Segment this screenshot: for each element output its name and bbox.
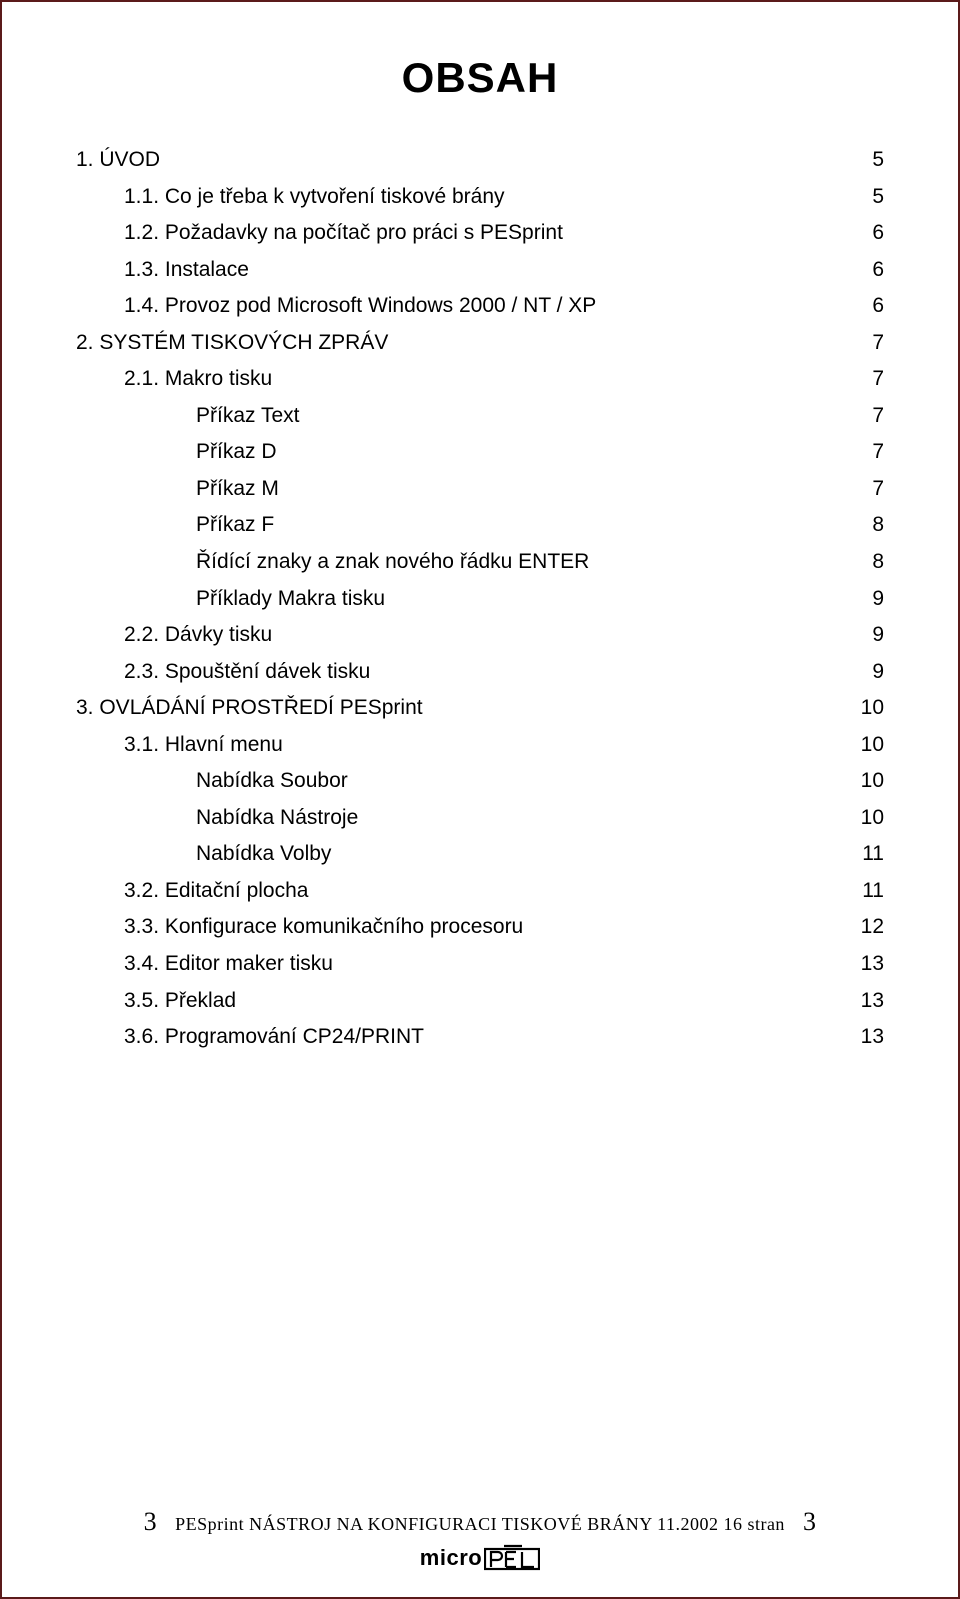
footer-page-right: 3	[803, 1507, 817, 1537]
toc-label: 1. ÚVOD	[76, 144, 160, 177]
toc-label: Nabídka Soubor	[76, 765, 348, 798]
toc-row: 2.2. Dávky tisku 9	[76, 617, 884, 654]
page-title: OBSAH	[76, 54, 884, 102]
toc-page: 7	[834, 400, 884, 433]
toc-page: 7	[834, 327, 884, 360]
document-page: OBSAH 1. ÚVOD 5 1.1. Co je třeba k vytvoře…	[0, 0, 960, 1599]
toc-label: Příkaz M	[76, 473, 279, 506]
toc-row: 1.3. Instalace 6	[76, 252, 884, 289]
toc-label: 2.3. Spouštění dávek tisku	[76, 656, 370, 689]
page-footer: 3 PESprint NÁSTROJ NA KONFIGURACI TISKOV…	[2, 1507, 958, 1571]
toc-row: 2. SYSTÉM TISKOVÝCH ZPRÁV 7	[76, 325, 884, 362]
toc-row: Příkaz D 7	[76, 434, 884, 471]
toc-page: 13	[834, 985, 884, 1018]
toc-page: 10	[834, 729, 884, 762]
toc-row: 2.1. Makro tisku 7	[76, 361, 884, 398]
toc-row: Příkaz F 8	[76, 507, 884, 544]
toc-row: 3.4. Editor maker tisku 13	[76, 946, 884, 983]
toc-page: 7	[834, 436, 884, 469]
toc-label: Příklady Makra tisku	[76, 583, 385, 616]
toc-label: Nabídka Volby	[76, 838, 331, 871]
toc-label: 1.2. Požadavky na počítač pro práci s PE…	[76, 217, 563, 250]
toc-page: 11	[834, 875, 884, 908]
toc-row: 1. ÚVOD 5	[76, 142, 884, 179]
toc-page: 7	[834, 473, 884, 506]
toc-row: 3.2. Editační plocha 11	[76, 873, 884, 910]
toc-row: 3.6. Programování CP24/PRINT 13	[76, 1019, 884, 1056]
toc-label: Příkaz D	[76, 436, 277, 469]
toc-page: 7	[834, 363, 884, 396]
toc-label: 2.2. Dávky tisku	[76, 619, 272, 652]
toc-page: 6	[834, 217, 884, 250]
toc-page: 11	[834, 838, 884, 871]
toc-row: 1.1. Co je třeba k vytvoření tiskové brá…	[76, 179, 884, 216]
toc-row: Příkaz Text 7	[76, 398, 884, 435]
toc-page: 13	[834, 948, 884, 981]
toc-page: 9	[834, 619, 884, 652]
toc-page: 9	[834, 583, 884, 616]
toc-page: 13	[834, 1021, 884, 1054]
toc-page: 5	[834, 181, 884, 214]
toc-label: 1.4. Provoz pod Microsoft Windows 2000 /…	[76, 290, 596, 323]
toc-row: Nabídka Volby 11	[76, 836, 884, 873]
logo-text: micro	[420, 1545, 482, 1571]
toc-row: Příklady Makra tisku 9	[76, 581, 884, 618]
toc-row: 1.2. Požadavky na počítač pro práci s PE…	[76, 215, 884, 252]
footer-line: 3 PESprint NÁSTROJ NA KONFIGURACI TISKOV…	[2, 1507, 958, 1537]
toc-row: 3.3. Konfigurace komunikačního procesoru…	[76, 909, 884, 946]
toc-page: 10	[834, 802, 884, 835]
toc-page: 6	[834, 254, 884, 287]
table-of-contents: 1. ÚVOD 5 1.1. Co je třeba k vytvoření tis…	[76, 142, 884, 1056]
toc-page: 10	[834, 765, 884, 798]
toc-row: 3.1. Hlavní menu 10	[76, 727, 884, 764]
toc-row: Řídící znaky a znak nového řádku ENTER 8	[76, 544, 884, 581]
logo-glyph-icon	[484, 1543, 540, 1571]
toc-label: 1.1. Co je třeba k vytvoření tiskové brá…	[76, 181, 505, 214]
toc-row: 3. OVLÁDÁNÍ PROSTŘEDÍ PESprint 10	[76, 690, 884, 727]
toc-label: 3.4. Editor maker tisku	[76, 948, 333, 981]
toc-row: 2.3. Spouštění dávek tisku 9	[76, 654, 884, 691]
toc-page: 6	[834, 290, 884, 323]
toc-label: Řídící znaky a znak nového řádku ENTER	[76, 546, 589, 579]
toc-row: Nabídka Soubor 10	[76, 763, 884, 800]
toc-page: 9	[834, 656, 884, 689]
toc-row: 3.5. Překlad 13	[76, 983, 884, 1020]
toc-page: 5	[834, 144, 884, 177]
toc-label: 3. OVLÁDÁNÍ PROSTŘEDÍ PESprint	[76, 692, 423, 725]
toc-label: Příkaz Text	[76, 400, 299, 433]
toc-page: 8	[834, 509, 884, 542]
toc-label: 3.2. Editační plocha	[76, 875, 308, 908]
toc-label: 3.1. Hlavní menu	[76, 729, 283, 762]
toc-page: 10	[834, 692, 884, 725]
toc-row: Příkaz M 7	[76, 471, 884, 508]
toc-page: 8	[834, 546, 884, 579]
toc-label: 2.1. Makro tisku	[76, 363, 272, 396]
toc-label: 3.6. Programování CP24/PRINT	[76, 1021, 424, 1054]
toc-label: Nabídka Nástroje	[76, 802, 358, 835]
footer-logo: micro	[420, 1543, 540, 1571]
toc-label: 1.3. Instalace	[76, 254, 249, 287]
toc-row: 1.4. Provoz pod Microsoft Windows 2000 /…	[76, 288, 884, 325]
toc-page: 12	[834, 911, 884, 944]
toc-label: 3.5. Překlad	[76, 985, 236, 1018]
footer-page-left: 3	[144, 1507, 158, 1537]
toc-row: Nabídka Nástroje 10	[76, 800, 884, 837]
toc-label: 3.3. Konfigurace komunikačního procesoru	[76, 911, 523, 944]
toc-label: Příkaz F	[76, 509, 274, 542]
toc-label: 2. SYSTÉM TISKOVÝCH ZPRÁV	[76, 327, 388, 360]
footer-center-text: PESprint NÁSTROJ NA KONFIGURACI TISKOVÉ …	[175, 1514, 785, 1535]
